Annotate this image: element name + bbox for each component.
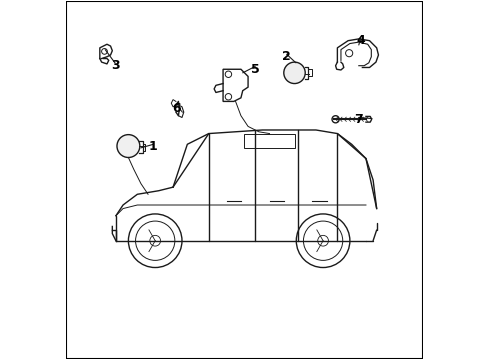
Bar (244, 134, 294, 148)
Circle shape (117, 135, 140, 157)
Text: 6: 6 (172, 102, 181, 115)
Text: 4: 4 (355, 34, 364, 47)
Text: 3: 3 (111, 59, 119, 72)
Text: 2: 2 (282, 50, 290, 63)
Text: 5: 5 (250, 63, 259, 76)
Text: 1: 1 (149, 140, 158, 153)
Circle shape (283, 62, 305, 84)
Text: 7: 7 (354, 113, 363, 126)
